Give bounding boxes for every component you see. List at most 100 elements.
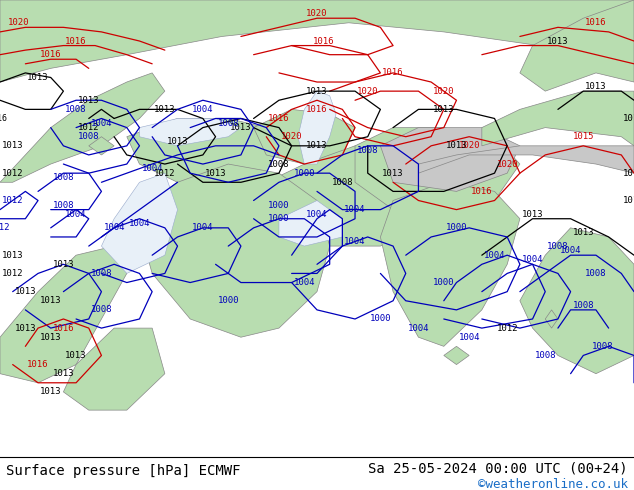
Polygon shape: [101, 173, 178, 273]
Text: 1013: 1013: [78, 96, 100, 105]
Text: 1013: 1013: [230, 123, 252, 132]
Text: 1013: 1013: [2, 141, 23, 150]
Text: 1004: 1004: [192, 223, 214, 232]
Text: 1000: 1000: [268, 200, 290, 210]
Text: 1013: 1013: [65, 351, 87, 360]
Text: 1004: 1004: [141, 164, 163, 173]
Text: 1012: 1012: [496, 323, 518, 333]
Text: 1004: 1004: [344, 205, 366, 214]
Text: Sa 25-05-2024 00:00 UTC (00+24): Sa 25-05-2024 00:00 UTC (00+24): [368, 462, 628, 475]
Text: 1008: 1008: [573, 301, 594, 310]
Polygon shape: [0, 73, 165, 182]
Text: 1016: 1016: [471, 187, 493, 196]
Text: 1008: 1008: [268, 160, 290, 169]
Polygon shape: [139, 164, 330, 337]
Text: 1000: 1000: [446, 223, 467, 232]
Text: 1004: 1004: [522, 255, 543, 264]
Text: 1008: 1008: [547, 242, 569, 250]
Text: 1008: 1008: [357, 146, 378, 155]
Polygon shape: [520, 0, 634, 91]
Text: 1008: 1008: [91, 305, 112, 315]
Text: 1004: 1004: [103, 223, 125, 232]
Text: 1016: 1016: [53, 323, 74, 333]
Polygon shape: [355, 127, 520, 219]
Text: 1016: 1016: [40, 50, 61, 59]
Polygon shape: [380, 182, 520, 346]
Text: 1013: 1013: [27, 73, 49, 82]
Text: 1020: 1020: [357, 87, 378, 96]
Polygon shape: [0, 246, 127, 383]
Text: 1004: 1004: [294, 278, 315, 287]
Text: 1004: 1004: [129, 219, 150, 228]
Polygon shape: [444, 346, 469, 365]
Polygon shape: [482, 91, 634, 146]
Polygon shape: [380, 127, 520, 192]
Text: 1008: 1008: [78, 132, 100, 141]
Text: 1013: 1013: [623, 196, 634, 205]
Text: 1004: 1004: [306, 210, 328, 219]
Text: 1016: 1016: [585, 18, 607, 27]
Text: 916: 916: [0, 114, 8, 123]
Text: 1013: 1013: [522, 210, 543, 219]
Text: 1008: 1008: [592, 342, 613, 351]
Text: 1008: 1008: [332, 178, 353, 187]
Text: 1012: 1012: [2, 269, 23, 278]
Text: 1013: 1013: [382, 169, 404, 178]
Text: 1004: 1004: [484, 251, 505, 260]
Text: 1013: 1013: [53, 260, 74, 269]
Text: ©weatheronline.co.uk: ©weatheronline.co.uk: [477, 478, 628, 490]
Text: 1004: 1004: [344, 237, 366, 246]
Text: 1008: 1008: [217, 119, 239, 127]
Text: 1008: 1008: [53, 200, 74, 210]
Text: 1013: 1013: [15, 287, 36, 296]
Text: 1012: 1012: [2, 196, 23, 205]
Text: 1016: 1016: [306, 105, 328, 114]
Text: 1013: 1013: [446, 141, 467, 150]
Polygon shape: [279, 200, 342, 246]
Text: 1020: 1020: [281, 132, 302, 141]
Text: 1012: 1012: [154, 169, 176, 178]
Text: 1020: 1020: [306, 9, 328, 18]
Text: 1000: 1000: [268, 214, 290, 223]
Text: 1013: 1013: [306, 87, 328, 96]
Text: 1016: 1016: [313, 37, 334, 46]
Text: 1004: 1004: [192, 105, 214, 114]
Polygon shape: [298, 91, 336, 164]
Text: 1013: 1013: [154, 105, 176, 114]
Text: 1008: 1008: [65, 105, 87, 114]
Text: 1013: 1013: [40, 388, 61, 396]
Text: 1004: 1004: [65, 210, 87, 219]
Polygon shape: [520, 228, 634, 374]
Text: 1012: 1012: [78, 123, 100, 132]
Polygon shape: [89, 137, 114, 155]
Text: 1016: 1016: [382, 69, 404, 77]
Text: 1004: 1004: [458, 333, 480, 342]
Text: 1013: 1013: [205, 169, 226, 178]
Text: 1013: 1013: [2, 251, 23, 260]
Text: 1000: 1000: [433, 278, 455, 287]
Polygon shape: [418, 146, 634, 173]
Text: 1013: 1013: [573, 228, 594, 237]
Polygon shape: [139, 119, 241, 146]
Text: 1013: 1013: [585, 82, 607, 91]
Text: 1013: 1013: [40, 333, 61, 342]
Text: 1020: 1020: [496, 160, 518, 169]
Text: 1016: 1016: [27, 360, 49, 369]
Polygon shape: [545, 310, 558, 328]
Text: 1008: 1008: [91, 269, 112, 278]
Text: 1008: 1008: [534, 351, 556, 360]
Text: 1012: 1012: [623, 169, 634, 178]
Text: 1013: 1013: [547, 37, 569, 46]
Text: 1016: 1016: [268, 114, 290, 123]
Text: 1008: 1008: [53, 173, 74, 182]
Polygon shape: [63, 328, 165, 410]
Text: 1008: 1008: [585, 269, 607, 278]
Text: 1012: 1012: [2, 169, 23, 178]
Polygon shape: [127, 119, 279, 182]
Text: 1000: 1000: [217, 296, 239, 305]
Text: 1015: 1015: [573, 132, 594, 141]
Text: 1013: 1013: [433, 105, 455, 114]
Text: 1020: 1020: [458, 141, 480, 150]
Text: 1013: 1013: [40, 296, 61, 305]
Text: 1012: 1012: [0, 223, 11, 232]
